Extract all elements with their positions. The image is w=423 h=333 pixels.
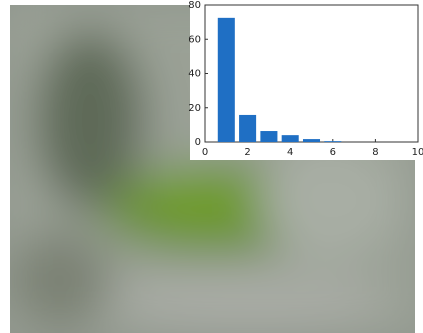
x-tick-label: 4 [287,147,293,158]
bar [303,139,320,142]
bar [260,131,277,142]
bar [218,18,235,142]
x-tick-label: 8 [372,147,378,158]
bar [239,115,256,142]
x-tick-label: 0 [202,147,208,158]
y-tick-label: 40 [188,69,201,80]
y-tick-label: 0 [195,137,201,148]
x-tick-label: 10 [412,147,423,158]
plot-frame [205,5,418,142]
y-tick-label: 80 [188,0,201,11]
y-tick-label: 60 [188,34,201,45]
screen: 0 20 40 60 80 0 2 4 6 8 10 [0,0,423,333]
x-tick-label: 2 [244,147,250,158]
y-tick-label: 20 [188,103,201,114]
bar [324,141,341,142]
x-tick-label: 6 [330,147,336,158]
bar [282,135,299,142]
